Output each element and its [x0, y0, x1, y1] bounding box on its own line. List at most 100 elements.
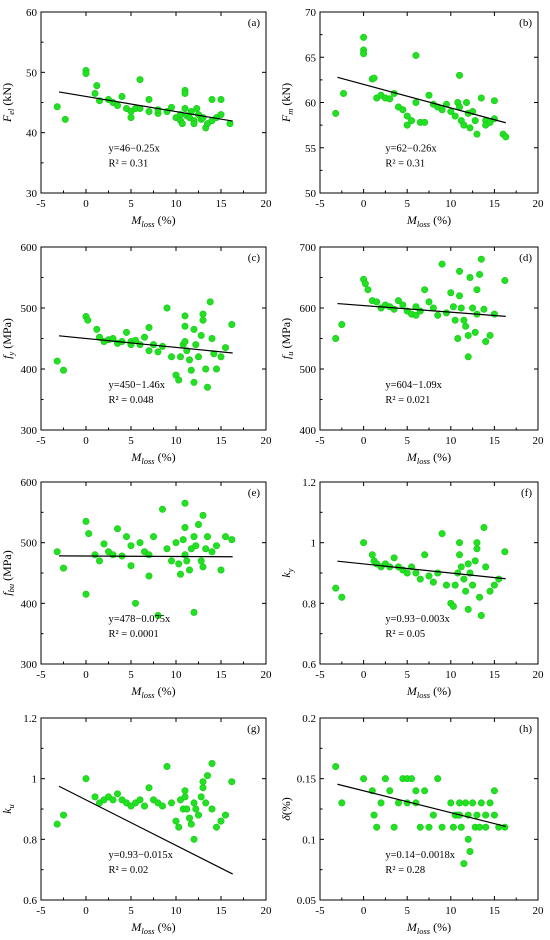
- data-point: [373, 823, 381, 831]
- plot-frame: [40, 11, 267, 194]
- panel-label: (c): [248, 252, 261, 264]
- x-tick-label: -5: [315, 198, 325, 210]
- x-tick-label: 15: [489, 198, 501, 210]
- data-point: [456, 292, 464, 300]
- data-point: [408, 117, 416, 125]
- x-tick-label: 0: [361, 905, 367, 917]
- data-point: [53, 357, 61, 365]
- data-point: [172, 817, 180, 825]
- y-tick-label: 300: [21, 425, 38, 437]
- fit-line: [58, 91, 233, 122]
- x-tick-label: 15: [216, 669, 228, 681]
- data-point: [114, 525, 122, 533]
- x-tick-label: -5: [36, 669, 46, 681]
- data-point: [447, 289, 455, 297]
- y-tick-label: 1: [311, 538, 317, 550]
- data-point: [501, 823, 509, 831]
- data-point: [190, 835, 198, 843]
- x-tick-label: 0: [361, 198, 367, 210]
- data-point: [61, 115, 69, 123]
- data-point: [59, 811, 67, 819]
- x-tick-label: 20: [533, 435, 545, 447]
- data-point: [190, 533, 198, 541]
- data-point: [228, 320, 236, 328]
- data-point: [114, 790, 122, 798]
- y-axis-label: fbu (MPa): [0, 550, 16, 596]
- fit-equation: y=62−0.26x: [385, 143, 437, 154]
- data-point: [471, 117, 479, 125]
- fit-line: [58, 555, 233, 558]
- data-point: [222, 811, 230, 819]
- data-point: [199, 563, 207, 571]
- data-point: [462, 99, 470, 107]
- data-point: [181, 338, 189, 346]
- data-point: [477, 255, 485, 263]
- plot-frame: [40, 717, 267, 901]
- y-tick-label: 500: [300, 364, 317, 376]
- data-point: [421, 118, 429, 126]
- data-point: [84, 316, 92, 324]
- data-point: [208, 548, 216, 556]
- data-point: [213, 365, 221, 373]
- data-point: [181, 312, 189, 320]
- x-axis-label: Mloss (%): [130, 450, 175, 466]
- data-point: [192, 542, 200, 550]
- data-point: [477, 799, 485, 807]
- x-tick-label: 5: [404, 905, 410, 917]
- data-point: [127, 542, 135, 550]
- y-tick-label: 0.6: [23, 895, 37, 907]
- data-point: [154, 611, 162, 619]
- data-point: [141, 802, 149, 810]
- data-point: [93, 82, 101, 90]
- x-tick-label: 0: [83, 198, 89, 210]
- x-tick-label: -5: [36, 435, 46, 447]
- x-tick-label: 20: [261, 198, 273, 210]
- x-tick-label: 10: [171, 435, 183, 447]
- data-point: [190, 378, 198, 386]
- data-point: [464, 353, 472, 361]
- data-point: [145, 784, 153, 792]
- x-tick-label: 10: [445, 198, 457, 210]
- x-tick-label: 5: [404, 669, 410, 681]
- data-point: [208, 95, 216, 103]
- y-axis-label: ku: [0, 804, 16, 814]
- x-tick-label: 20: [261, 435, 273, 447]
- data-point: [136, 539, 144, 547]
- chart-panel-c: -5 0 5 10 15 20 300 400 500 600 (c) y=450−1.46x R² =…: [0, 242, 272, 466]
- data-point: [181, 322, 189, 330]
- panel-label: (g): [247, 723, 260, 735]
- y-tick-label: 70: [305, 7, 317, 19]
- data-point: [217, 111, 225, 119]
- data-point: [53, 820, 61, 828]
- data-point: [456, 551, 464, 559]
- x-tick-label: 10: [445, 905, 457, 917]
- data-point: [197, 793, 205, 801]
- y-tick-label: 400: [21, 364, 38, 376]
- data-point: [168, 103, 176, 111]
- data-point: [425, 298, 433, 306]
- y-axis-label: Fel (kN): [0, 83, 16, 123]
- data-point: [462, 322, 470, 330]
- data-point: [466, 124, 474, 132]
- x-axis-label: Mloss (%): [406, 684, 451, 700]
- data-point: [154, 348, 162, 356]
- data-point: [360, 50, 368, 58]
- data-point: [93, 325, 101, 333]
- data-point: [340, 89, 348, 97]
- y-tick-label: 0.1: [302, 834, 316, 846]
- fit-line: [337, 76, 506, 124]
- data-point: [217, 817, 225, 825]
- data-point: [373, 298, 381, 306]
- data-point: [477, 611, 485, 619]
- data-point: [91, 551, 99, 559]
- data-point: [204, 772, 212, 780]
- data-point: [168, 353, 176, 361]
- data-point: [59, 564, 67, 572]
- y-tick-label: 65: [305, 52, 317, 64]
- x-tick-label: 5: [128, 905, 134, 917]
- data-point: [332, 584, 340, 592]
- data-point: [438, 823, 446, 831]
- data-point: [469, 799, 477, 807]
- data-point: [466, 273, 474, 281]
- data-point: [457, 823, 465, 831]
